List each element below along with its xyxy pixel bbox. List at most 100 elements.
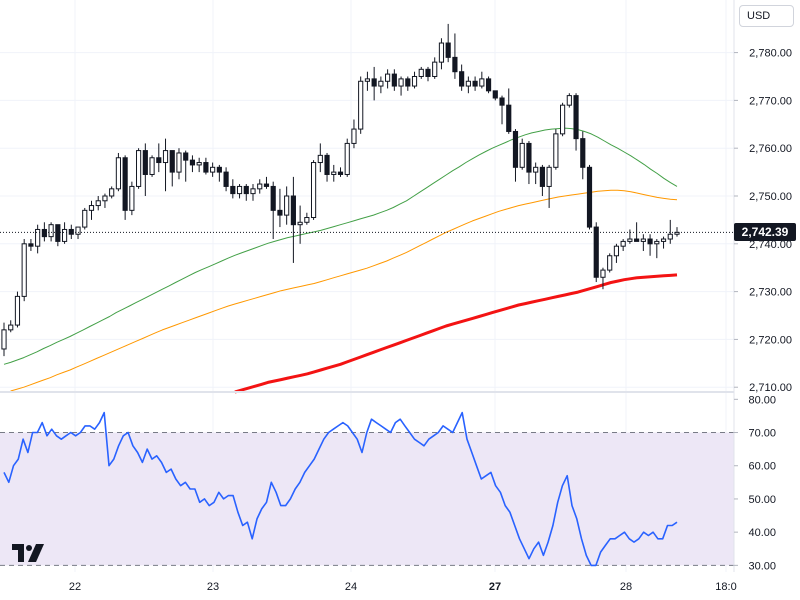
rsi-line <box>3 411 678 567</box>
candle <box>398 76 404 96</box>
candle-body-down <box>189 159 196 166</box>
time-axis[interactable]: 22 23 24 27 28 18:0 <box>69 581 737 593</box>
candle <box>95 196 101 211</box>
candle <box>660 236 667 249</box>
candle-body-down <box>425 68 431 77</box>
candle <box>317 143 323 173</box>
candle-body-up <box>674 231 680 235</box>
candle-body-up <box>398 78 404 87</box>
candle-body-up <box>162 150 169 164</box>
candle-body-up <box>465 80 471 87</box>
time-tick-label: 18:0 <box>715 581 736 593</box>
candle-body-down <box>459 71 465 87</box>
candle <box>438 38 445 70</box>
time-tick-label: 28 <box>620 581 632 593</box>
candle-body-up <box>257 183 263 190</box>
candle-body-up <box>479 78 485 87</box>
price-axis[interactable]: 2,710.00 2,720.00 2,730.00 2,740.00 2,750.00… <box>734 48 792 395</box>
tradingview-logo-icon[interactable] <box>10 542 46 564</box>
price-tick-label: 2,750.00 <box>749 191 792 203</box>
candle <box>176 148 182 180</box>
candle <box>156 143 162 173</box>
time-tick-label: 22 <box>69 581 81 593</box>
candle-body-up <box>236 185 243 195</box>
candle-body-up <box>82 209 88 228</box>
candle-body-up <box>48 224 54 238</box>
candle <box>82 207 88 230</box>
candle-body-up <box>35 228 41 247</box>
candle <box>189 155 196 173</box>
candle <box>196 157 202 173</box>
candle-body-up <box>411 75 418 87</box>
price-tick-label: 2,760.00 <box>749 143 792 155</box>
candle-body-up <box>61 228 68 242</box>
candle <box>14 291 21 328</box>
ma-mid-line <box>10 189 678 392</box>
time-tick-label: 24 <box>345 581 357 593</box>
candle <box>418 66 424 79</box>
price-tick-label: 2,770.00 <box>749 95 792 107</box>
candle-body-down <box>526 142 532 173</box>
candle-body-down <box>371 78 377 87</box>
candle <box>351 119 357 149</box>
candle <box>385 69 391 89</box>
candle <box>553 129 559 170</box>
candle <box>667 219 673 244</box>
candle <box>75 226 81 240</box>
candle-body-down <box>445 42 451 58</box>
ma-slow-line <box>234 273 678 394</box>
candle <box>358 76 364 134</box>
candle-body-up <box>250 188 256 195</box>
candle-body-up <box>88 205 95 211</box>
candle-body-down <box>41 228 47 238</box>
price-tick-label: 2,780.00 <box>749 48 792 60</box>
candle-body-up <box>560 104 566 135</box>
candle <box>324 152 330 182</box>
candle-body-down <box>28 243 34 247</box>
candle <box>243 184 249 201</box>
candle-body-up <box>667 233 673 240</box>
candle-body-up <box>129 185 135 211</box>
candle <box>526 141 532 185</box>
candle <box>210 162 216 177</box>
candle <box>149 155 155 177</box>
candle <box>297 205 303 244</box>
candle-body-up <box>654 240 660 245</box>
candle-body-up <box>620 240 626 247</box>
candle-body-up <box>432 61 438 77</box>
candle-body-down <box>142 150 148 175</box>
candle <box>465 76 471 94</box>
candle-body-up <box>358 80 364 130</box>
rsi-axis[interactable]: 30.00 40.00 50.00 60.00 70.00 80.00 <box>734 394 776 572</box>
time-tick-label: 23 <box>207 581 219 593</box>
candle-body-down <box>593 226 599 278</box>
candle-body-up <box>566 95 572 106</box>
candle-body-up <box>331 171 337 175</box>
candle-body-up <box>364 78 371 82</box>
rsi-tick-label: 70.00 <box>748 428 776 440</box>
candle-body-up <box>75 226 81 235</box>
candle <box>485 76 492 94</box>
candle <box>310 160 317 220</box>
candle <box>142 143 148 196</box>
candle <box>533 162 539 185</box>
candle-body-up <box>102 195 108 202</box>
candle-body-up <box>660 238 667 242</box>
candle-body-up <box>210 166 216 173</box>
candle-body-up <box>378 80 384 87</box>
candle-body-up <box>519 142 525 168</box>
rsi-band <box>0 432 734 566</box>
candle-body-up <box>533 166 539 173</box>
rsi-tick-label: 50.00 <box>748 494 776 506</box>
candle <box>257 179 263 194</box>
candle <box>492 90 498 101</box>
candle-body-down <box>405 78 411 87</box>
candle-body-up <box>14 295 21 326</box>
candle <box>371 66 377 101</box>
candle <box>479 71 485 89</box>
candle-body-up <box>613 245 620 257</box>
candle-body-up <box>627 238 633 242</box>
candle <box>28 239 34 251</box>
currency-selector[interactable]: USD <box>739 5 794 27</box>
